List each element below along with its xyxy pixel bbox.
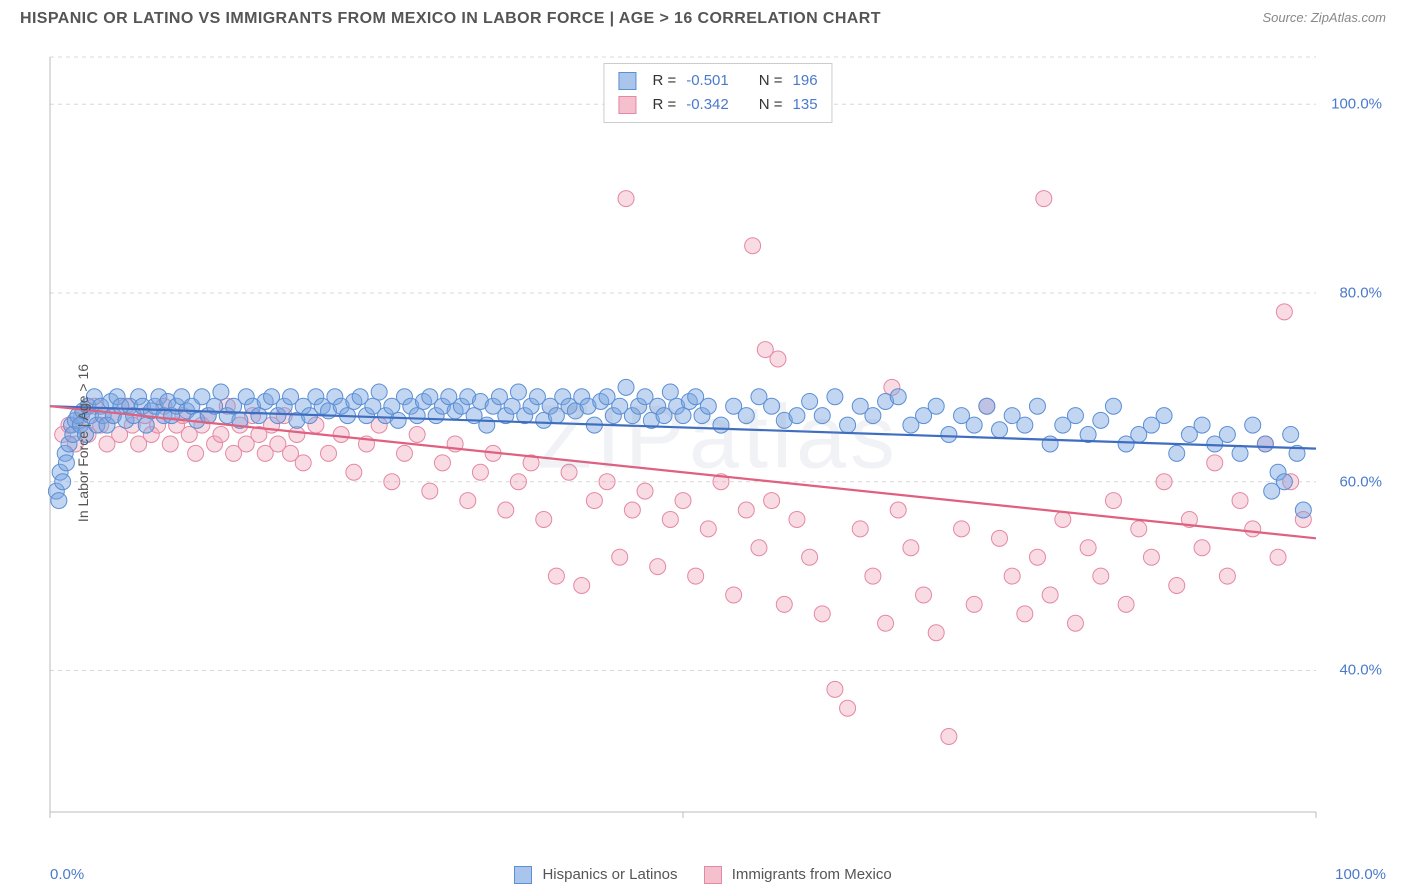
n-value: 135 <box>793 93 818 117</box>
chart-container: In Labor Force | Age > 16 ZIPatlas R = -… <box>48 45 1388 840</box>
y-tick-label: 100.0% <box>1331 96 1382 113</box>
legend-swatch-pink <box>618 96 636 114</box>
stat-row: R = -0.342 N = 135 <box>618 93 817 117</box>
x-tick-min: 0.0% <box>50 866 84 883</box>
legend-swatch-blue <box>514 866 532 884</box>
legend-label: Immigrants from Mexico <box>732 866 892 883</box>
legend-swatch-blue <box>618 72 636 90</box>
r-label: R = <box>652 93 676 117</box>
r-value: -0.501 <box>686 69 729 93</box>
x-tick-max: 100.0% <box>1335 866 1386 883</box>
r-label: R = <box>652 69 676 93</box>
n-label: N = <box>759 93 783 117</box>
r-value: -0.342 <box>686 93 729 117</box>
chart-title: HISPANIC OR LATINO VS IMMIGRANTS FROM ME… <box>20 10 881 28</box>
y-tick-label: 40.0% <box>1339 662 1382 679</box>
header-bar: HISPANIC OR LATINO VS IMMIGRANTS FROM ME… <box>0 0 1406 32</box>
correlation-stats-box: R = -0.501 N = 196 R = -0.342 N = 135 <box>603 63 832 123</box>
legend-item: Immigrants from Mexico <box>704 866 892 884</box>
source-label: Source: ZipAtlas.com <box>1262 10 1386 25</box>
legend-label: Hispanics or Latinos <box>542 866 677 883</box>
y-axis-label: In Labor Force | Age > 16 <box>75 363 91 521</box>
y-tick-label: 80.0% <box>1339 284 1382 301</box>
y-tick-label: 60.0% <box>1339 473 1382 490</box>
n-label: N = <box>759 69 783 93</box>
n-value: 196 <box>793 69 818 93</box>
scatter-plot <box>48 45 1388 840</box>
legend-item: Hispanics or Latinos <box>514 866 677 884</box>
legend-swatch-pink <box>704 866 722 884</box>
stat-row: R = -0.501 N = 196 <box>618 69 817 93</box>
footer-legend: 0.0% Hispanics or Latinos Immigrants fro… <box>0 866 1406 884</box>
